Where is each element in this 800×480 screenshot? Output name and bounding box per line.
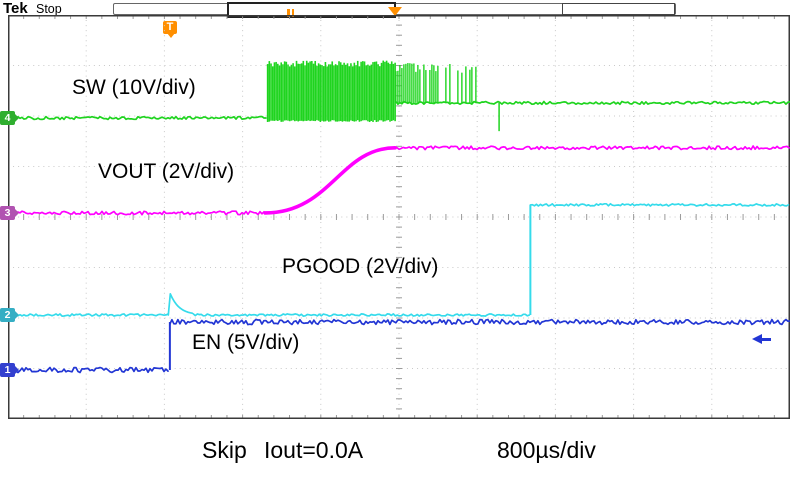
trigger-level-arrow-icon [752,334,762,344]
channel-2-badge[interactable]: 2 [0,308,19,322]
waveform-canvas [8,15,790,419]
channel-3-badge[interactable]: 3 [0,206,19,220]
vout-trace-label: VOUT (2V/div) [98,160,235,183]
pgood-trace-label: PGOOD (2V/div) [282,255,439,278]
trigger-position-icon[interactable] [388,7,402,16]
load-current-label: Iout=0.0A [264,437,364,463]
channel-1-badge[interactable]: 1 [0,363,19,377]
pause-bar [291,9,294,17]
sw-trace-label: SW (10V/div) [72,76,196,99]
pause-bar [287,9,290,17]
timebase-label: 800µs/div [497,437,596,463]
trigger-time-flag-pointer [167,33,175,38]
record-view-right-segment [562,3,675,15]
tek-logo: Tek [3,0,28,17]
trigger-level-arrow-tail [762,337,771,341]
channel-4-badge[interactable]: 4 [0,111,19,125]
trigger-time-flag[interactable]: T [163,21,177,34]
en-trace-label: EN (5V/div) [192,331,300,354]
mode-label: Skip [202,437,247,463]
graticule-area [8,15,790,419]
acquisition-status: Stop [36,2,62,16]
trigger-level-marker[interactable] [752,334,772,345]
window-center-marker-icon [287,4,296,17]
